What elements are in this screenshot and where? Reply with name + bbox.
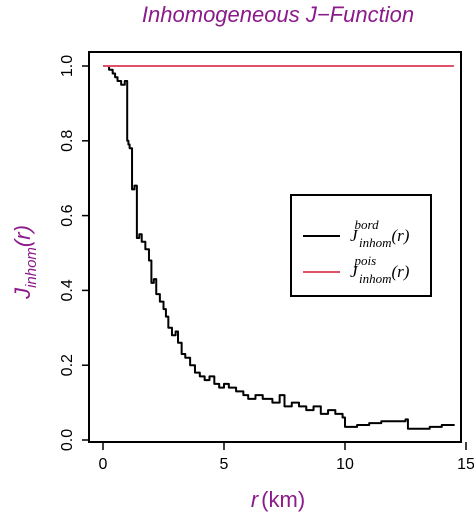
series-line-bord bbox=[103, 65, 455, 430]
y-tick-label: 0.0 bbox=[59, 429, 76, 451]
y-tick-label: 0.2 bbox=[59, 354, 76, 376]
legend-label-bord: Jbord inhom(r) bbox=[350, 217, 410, 250]
plot-area bbox=[103, 65, 455, 430]
x-tick-label: 10 bbox=[336, 456, 354, 473]
x-axis-label: r (km) bbox=[251, 487, 305, 512]
x-tick-label: 15 bbox=[457, 456, 474, 473]
x-tick-label: 0 bbox=[99, 456, 108, 473]
y-tick-label: 0.8 bbox=[59, 130, 76, 152]
svg-text:Jinhom(r): Jinhom(r) bbox=[10, 225, 40, 300]
x-label-main: r bbox=[251, 487, 260, 512]
x-label-unit: (km) bbox=[261, 487, 305, 512]
x-tick-label: 5 bbox=[220, 456, 229, 473]
plot-frame bbox=[88, 51, 462, 443]
legend-label-pois: Jpois inhom(r) bbox=[350, 253, 410, 286]
legend: Jbord inhom(r) Jpois inhom(r) bbox=[290, 194, 432, 297]
y-tick-label: 0.6 bbox=[59, 204, 76, 226]
y-tick-label: 1.0 bbox=[59, 55, 76, 77]
chart-title: Inhomogeneous J−Function bbox=[142, 2, 414, 27]
y-label-main: J bbox=[10, 287, 35, 300]
y-tick-label: 0.4 bbox=[59, 279, 76, 301]
y-axis-label: Jinhom(r) bbox=[10, 225, 40, 300]
x-axis: 0 5 10 15 bbox=[99, 442, 474, 473]
y-label-sub: inhom bbox=[23, 247, 40, 288]
y-label-arg: (r) bbox=[10, 225, 35, 247]
legend-box bbox=[290, 194, 432, 297]
y-axis: 0.0 0.2 0.4 0.6 0.8 1.0 bbox=[59, 55, 89, 451]
